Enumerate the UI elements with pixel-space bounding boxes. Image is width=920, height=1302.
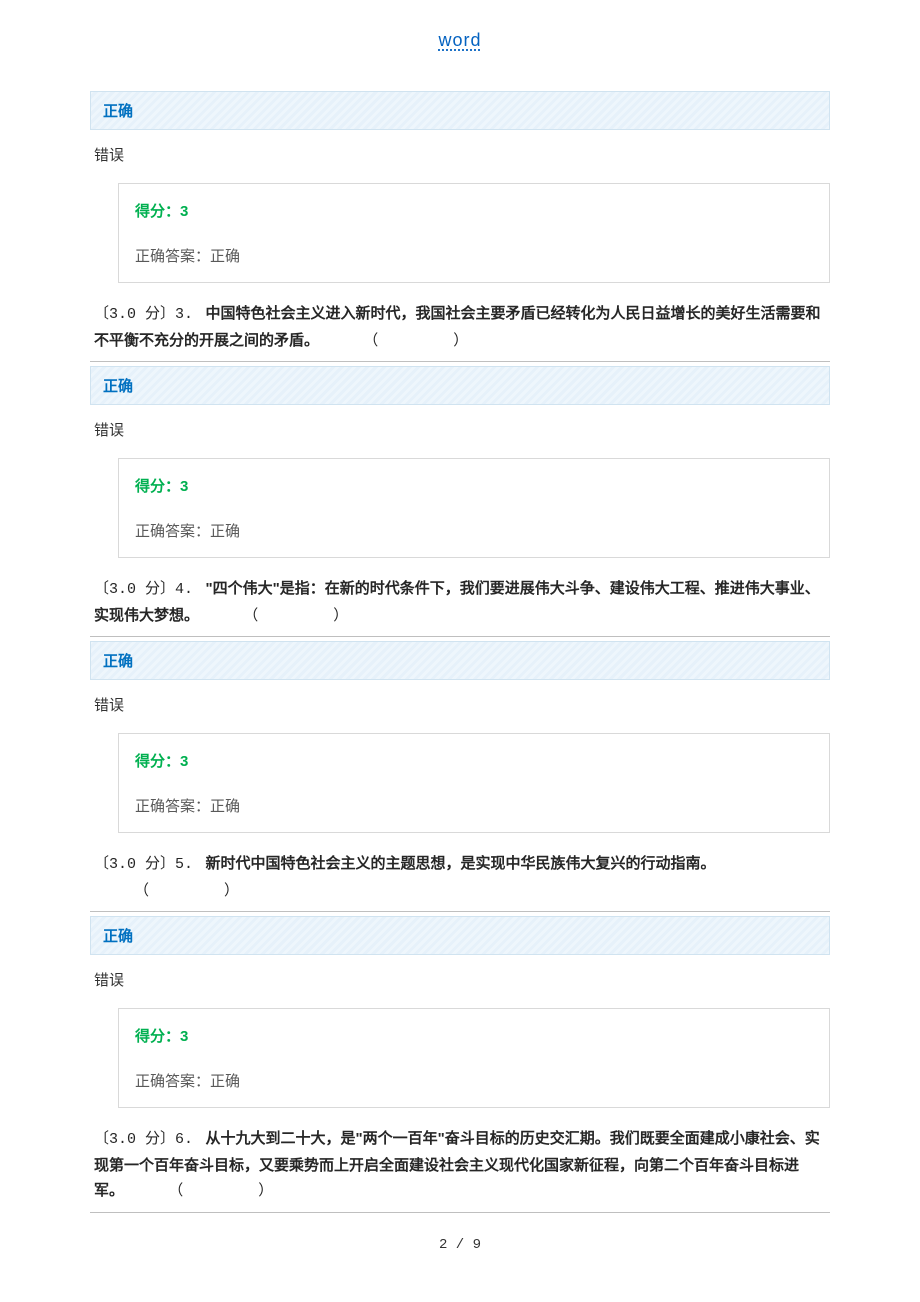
question-prefix: 〔3.0 分〕5. [94, 856, 193, 873]
option-correct[interactable]: 正确 [90, 366, 830, 405]
option-correct[interactable]: 正确 [90, 641, 830, 680]
score-value: 3 [180, 1028, 188, 1045]
score-box: 得分：3 正确答案：正确 [118, 183, 830, 283]
question-5: 〔3.0 分〕5. 新时代中国特色社会主义的主题思想，是实现中华民族伟大复兴的行… [90, 843, 830, 912]
score-value: 3 [180, 478, 188, 495]
score-line: 得分：3 [135, 750, 813, 771]
answer-value: 正确 [210, 248, 240, 265]
answer-prefix: 正确答案： [135, 1073, 210, 1090]
score-prefix: 得分： [135, 478, 180, 495]
score-line: 得分：3 [135, 1025, 813, 1046]
score-box: 得分：3 正确答案：正确 [118, 1008, 830, 1108]
page-number: 2 / 9 [90, 1237, 830, 1253]
answer-line: 正确答案：正确 [135, 795, 813, 816]
option-correct[interactable]: 正确 [90, 91, 830, 130]
option-wrong[interactable]: 错误 [90, 405, 830, 458]
score-prefix: 得分： [135, 203, 180, 220]
option-correct[interactable]: 正确 [90, 916, 830, 955]
option-wrong[interactable]: 错误 [90, 680, 830, 733]
score-value: 3 [180, 203, 188, 220]
score-prefix: 得分： [135, 1028, 180, 1045]
blank-paren: （ ） [323, 332, 508, 349]
question-3: 〔3.0 分〕3. 中国特色社会主义进入新时代，我国社会主要矛盾已经转化为人民日… [90, 293, 830, 362]
answer-value: 正确 [210, 523, 240, 540]
question-prefix: 〔3.0 分〕6. [94, 1131, 193, 1148]
document-page: word 正确 错误 得分：3 正确答案：正确 〔3.0 分〕3. 中国特色社会… [0, 0, 920, 1293]
answer-prefix: 正确答案： [135, 798, 210, 815]
answer-prefix: 正确答案： [135, 523, 210, 540]
question-text: 新时代中国特色社会主义的主题思想，是实现中华民族伟大复兴的行动指南。 [206, 855, 716, 872]
question-6: 〔3.0 分〕6. 从十九大到二十大，是"两个一百年"奋斗目标的历史交汇期。我们… [90, 1118, 830, 1213]
score-prefix: 得分： [135, 753, 180, 770]
option-wrong[interactable]: 错误 [90, 955, 830, 1008]
answer-line: 正确答案：正确 [135, 245, 813, 266]
score-line: 得分：3 [135, 200, 813, 221]
answer-value: 正确 [210, 798, 240, 815]
answer-line: 正确答案：正确 [135, 1070, 813, 1091]
answer-prefix: 正确答案： [135, 248, 210, 265]
score-line: 得分：3 [135, 475, 813, 496]
question-prefix: 〔3.0 分〕3. [94, 306, 193, 323]
header-title: word [90, 30, 830, 51]
question-4: 〔3.0 分〕4. "四个伟大"是指：在新的时代条件下，我们要进展伟大斗争、建设… [90, 568, 830, 637]
option-wrong[interactable]: 错误 [90, 130, 830, 183]
blank-paren: （ ） [128, 1182, 313, 1199]
score-value: 3 [180, 753, 188, 770]
question-prefix: 〔3.0 分〕4. [94, 581, 193, 598]
answer-line: 正确答案：正确 [135, 520, 813, 541]
score-box: 得分：3 正确答案：正确 [118, 458, 830, 558]
answer-value: 正确 [210, 1073, 240, 1090]
blank-paren: （ ） [203, 607, 388, 624]
score-box: 得分：3 正确答案：正确 [118, 733, 830, 833]
blank-paren: （ ） [94, 882, 279, 899]
